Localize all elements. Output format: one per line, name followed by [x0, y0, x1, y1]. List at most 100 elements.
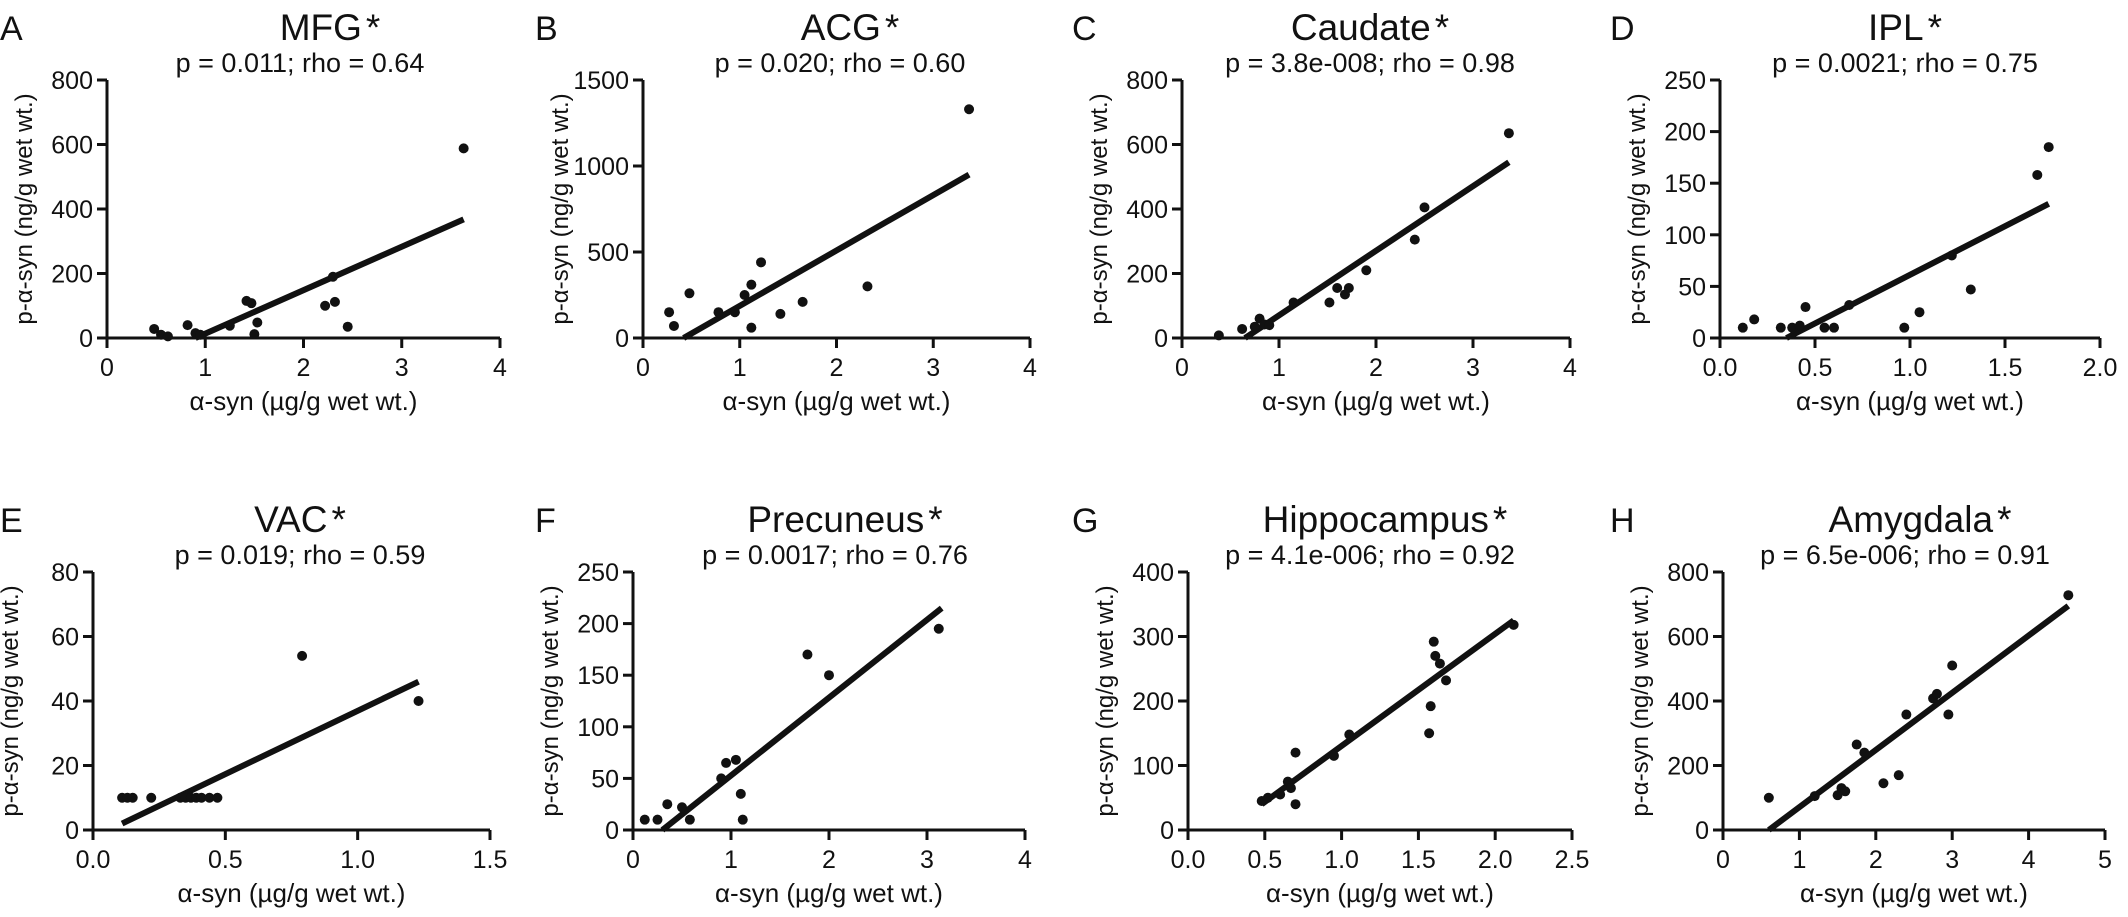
panel-f-x-tick-label: 3: [920, 846, 934, 874]
panel-g-x-tick-label: 0.0: [1171, 846, 1206, 874]
panel-f-x-tick-label: 2: [822, 846, 836, 874]
panel-d-x-tick-label: 0.0: [1703, 354, 1738, 382]
panel-e-x-tick-label: 1.5: [473, 846, 508, 874]
panel-b-data-point: [684, 288, 695, 299]
panel-c-data-point: [1332, 283, 1343, 294]
panel-f-data-point: [662, 799, 673, 810]
panel-e-regression-line: [120, 678, 420, 827]
panel-d-data-point: [1749, 314, 1760, 325]
panel-b-y-axis-label: p-α-syn (ng/g wet wt.): [547, 93, 574, 324]
panel-d-regression-line: [1785, 201, 2051, 341]
panel-a-stats: p = 0.011; rho = 0.64: [176, 48, 425, 78]
panel-g-stats: p = 4.1e-006; rho = 0.92: [1225, 540, 1515, 570]
panel-g-data-point: [1441, 675, 1452, 686]
panel-b-data-point: [664, 307, 675, 318]
panel-a-data-point: [149, 323, 160, 334]
panel-d-data-point: [1914, 307, 1925, 318]
panel-c-x-tick-label: 1: [1272, 354, 1286, 382]
panel-a-title: MFG *: [280, 7, 381, 48]
panel-f-y-tick-label: 0: [605, 817, 619, 845]
panel-d-x-tick-label: 2.0: [2083, 354, 2118, 382]
panel-a-data-point: [342, 321, 353, 332]
panel-d-data-point: [2032, 169, 2043, 180]
panel-b-data-point: [668, 320, 679, 331]
panel-d-data-point: [1737, 322, 1748, 333]
panel-g-y-axis-label: p-α-syn (ng/g wet wt.): [1092, 585, 1119, 816]
panel-g-x-axis-label: α-syn (µg/g wet wt.): [1266, 878, 1494, 908]
panel-e-x-axis-label: α-syn (µg/g wet wt.): [178, 878, 406, 908]
panel-b-data-point: [746, 279, 757, 290]
panel-a-x-axis-label: α-syn (µg/g wet wt.): [190, 386, 418, 416]
panel-c-x-axis-label: α-syn (µg/g wet wt.): [1262, 386, 1490, 416]
panel-h-data-point: [1851, 739, 1862, 750]
panel-h-data-point: [1931, 688, 1942, 699]
panel-c-regression-line: [1243, 159, 1511, 341]
panel-c-stats: p = 3.8e-008; rho = 0.98: [1225, 48, 1515, 78]
panel-g-data-point: [1290, 799, 1301, 810]
panel-c-data-point: [1419, 202, 1430, 213]
panel-e-y-axis-label: p-α-syn (ng/g wet wt.): [0, 585, 24, 816]
panel-g-data-point: [1508, 619, 1519, 630]
panel-f-data-point: [737, 814, 748, 825]
panel-a-data-point: [458, 143, 469, 154]
panel-c-y-tick-label: 600: [1126, 132, 1168, 160]
panel-e-x-tick-label: 0.5: [208, 846, 243, 874]
panel-c-data-point: [1409, 234, 1420, 245]
panel-c-data-point: [1343, 283, 1354, 294]
panel-e-x-tick-label: 1.0: [340, 846, 375, 874]
panel-g-letter: G: [1072, 502, 1098, 540]
panel-c-data-point: [1264, 320, 1275, 331]
panel-h-data-point: [1878, 778, 1889, 789]
panel-a-y-axis-label: p-α-syn (ng/g wet wt.): [11, 93, 38, 324]
panel-b-y-tick-label: 1000: [573, 153, 629, 181]
panel-e-data-point: [146, 792, 157, 803]
panel-a-data-point: [195, 329, 206, 340]
panel-c-data-point: [1213, 330, 1224, 341]
panel-e-data-point: [127, 792, 138, 803]
panel-g-x-tick-label: 0.5: [1247, 846, 1282, 874]
panel-b-data-point: [797, 296, 808, 307]
panel-h-data-point: [1893, 770, 1904, 781]
panel-e-letter: E: [0, 502, 23, 540]
panel-h-data-point: [1840, 786, 1851, 797]
panel-e-y-tick-label: 40: [51, 688, 79, 716]
panel-a-x-tick-label: 1: [198, 354, 212, 382]
panel-b-data-point: [713, 307, 724, 318]
panel-d-data-point: [1844, 299, 1855, 310]
panel-g-data-point: [1275, 789, 1286, 800]
panel-b-regression-line: [682, 171, 971, 341]
panel-d-title: IPL *: [1868, 7, 1942, 48]
panel-c-data-point: [1288, 297, 1299, 308]
panel-g-title: Hippocampus *: [1263, 499, 1508, 540]
panel-g-data-point: [1290, 747, 1301, 758]
panel-h-x-tick-label: 1: [1792, 846, 1806, 874]
panel-g-x-tick-label: 1.0: [1324, 846, 1359, 874]
panel-h-significance-star: *: [1997, 499, 2011, 540]
panel-e-x-tick-label: 0.0: [76, 846, 111, 874]
panel-c-letter: C: [1072, 10, 1097, 48]
panel-d-y-tick-label: 200: [1664, 119, 1706, 147]
panel-f-title: Precuneus *: [747, 499, 942, 540]
panel-g-data-point: [1430, 650, 1441, 661]
panel-e-data-point: [212, 792, 223, 803]
panel-d-y-tick-label: 50: [1678, 273, 1706, 301]
panel-c-y-tick-label: 800: [1126, 67, 1168, 95]
panel-d-significance-star: *: [1928, 7, 1942, 48]
panel-f-data-point: [735, 788, 746, 799]
panel-d-x-tick-label: 0.5: [1798, 354, 1833, 382]
panel-d-data-point: [1965, 284, 1976, 295]
panel-g-data-point: [1425, 701, 1436, 712]
panel-h-data-point: [2063, 590, 2074, 601]
panel-d-x-tick-label: 1.0: [1893, 354, 1928, 382]
panel-g-data-point: [1262, 792, 1273, 803]
panel-a-data-point: [224, 320, 235, 331]
panel-d-y-tick-label: 0: [1692, 325, 1706, 353]
panel-f-y-axis-label: p-α-syn (ng/g wet wt.): [537, 585, 564, 816]
panel-h-stats: p = 6.5e-006; rho = 0.91: [1760, 540, 2050, 570]
panel-b-x-axis-label: α-syn (µg/g wet wt.): [723, 386, 951, 416]
panel-d-y-tick-label: 250: [1664, 67, 1706, 95]
panel-h-y-tick-label: 600: [1667, 624, 1709, 652]
panel-e-y-tick-label: 80: [51, 559, 79, 587]
panel-b-significance-star: *: [885, 7, 899, 48]
